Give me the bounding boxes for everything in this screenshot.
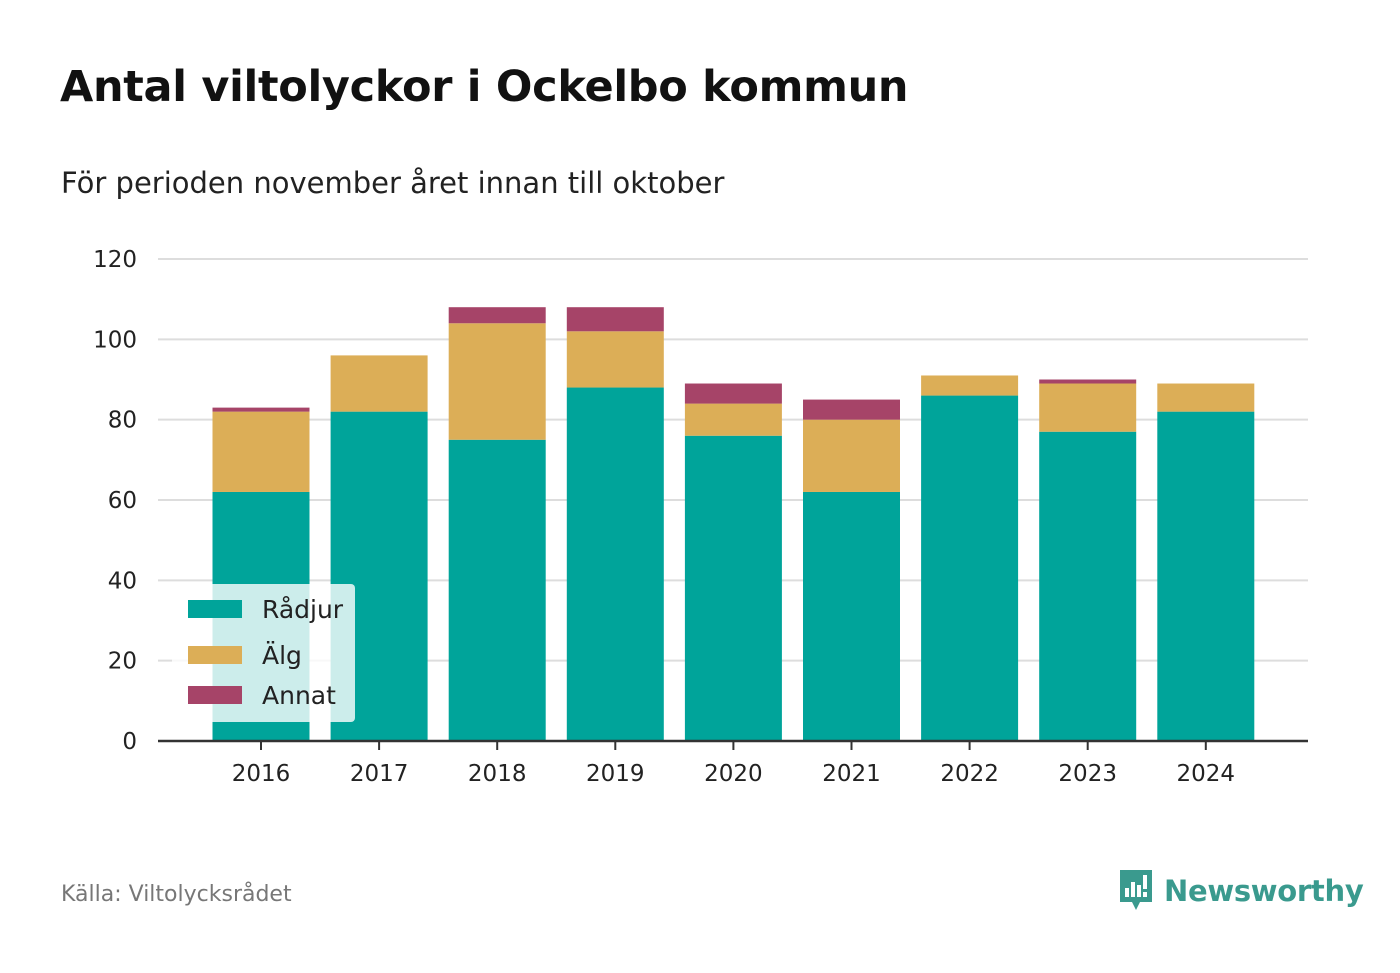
bar-stack-2024 [1157,383,1255,741]
bar-segment-2024-0 [1157,411,1255,741]
bar-stack-2017 [330,355,428,741]
bar-segment-2020-2 [684,383,782,404]
stacked-bar-chart: 0 20 40 60 80 100 120 2016 2017 2018 2019 2020 2021… [93,247,1308,787]
bar-segment-2022-0 [921,395,1019,741]
bar-segment-2020-0 [684,435,782,741]
bar-stack-2018 [448,307,546,741]
bar-segment-2021-0 [803,491,900,741]
bar-segment-2023-1 [1039,383,1137,432]
bar-segment-2016-2 [212,407,310,412]
bar-segment-2018-1 [448,323,546,440]
bar-segment-2021-1 [803,419,900,492]
bar-chart-speech-bubble-icon [1120,870,1152,910]
brand-logo: Newsworthy [1118,868,1364,914]
bar-stack-2019 [566,307,664,741]
legend-swatch [188,686,242,704]
bar-segment-2023-0 [1039,431,1137,741]
legend-label: Älg [262,641,302,670]
x-tick-label: 2017 [350,761,409,787]
bar-stack-2021 [803,399,900,741]
x-tick-label: 2018 [468,761,527,787]
y-tick-label: 40 [108,568,137,594]
y-tick-label: 0 [122,729,137,755]
chart-title: Antal viltolyckor i Ockelbo kommun [60,62,909,112]
bar-segment-2022-1 [921,375,1019,396]
legend-label: Rådjur [262,595,344,624]
x-tick-label: 2024 [1177,761,1236,787]
x-tick-label: 2016 [232,761,291,787]
bars [212,307,1255,741]
bar-segment-2018-0 [448,439,546,741]
y-tick-label: 60 [108,488,137,514]
bar-segment-2017-1 [330,355,428,412]
legend-swatch [188,646,242,664]
legend: Rådjur Älg Annat [172,584,355,722]
x-axis: 2016 2017 2018 2019 2020 2021 2022 2023 2024 [158,739,1308,787]
bar-stack-2022 [921,375,1019,741]
bar-segment-2019-0 [566,387,664,741]
legend-swatch [188,600,242,618]
y-tick-label: 20 [108,649,137,675]
x-tick-label: 2020 [704,761,763,787]
bar-segment-2016-1 [212,411,310,492]
bar-stack-2023 [1039,379,1137,741]
y-tick-label: 80 [108,408,137,434]
legend-label: Annat [262,681,336,710]
brand-name: Newsworthy [1164,874,1364,908]
bar-segment-2021-2 [803,399,900,420]
source-note: Källa: Viltolycksrådet [61,882,292,907]
x-tick-label: 2022 [940,761,999,787]
x-tick-label: 2019 [586,761,645,787]
bar-segment-2023-2 [1039,379,1137,384]
y-axis-ticks: 0 20 40 60 80 100 120 [93,247,137,755]
x-tick-label: 2023 [1058,761,1117,787]
bar-segment-2020-1 [684,403,782,436]
bar-segment-2019-2 [566,307,664,332]
x-tick-label: 2021 [822,761,881,787]
bar-segment-2024-1 [1157,383,1255,412]
chart-subtitle: För perioden november året innan till ok… [61,166,725,200]
bar-segment-2019-1 [566,331,664,388]
y-tick-label: 120 [93,247,137,273]
y-tick-label: 100 [93,327,137,353]
bar-stack-2020 [684,383,782,741]
bar-segment-2018-2 [448,307,546,324]
